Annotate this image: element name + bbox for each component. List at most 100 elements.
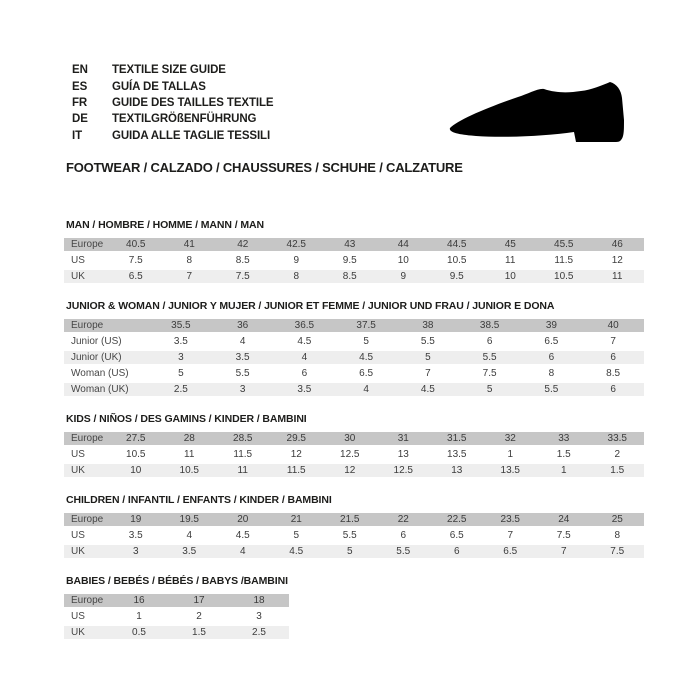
- size-value: 7: [537, 543, 591, 561]
- size-value: 13: [376, 446, 430, 464]
- size-value: 42: [216, 238, 270, 254]
- size-value: 20: [216, 513, 270, 529]
- size-value: 12: [323, 462, 377, 480]
- size-value: 6.5: [520, 333, 583, 351]
- size-value: 10.5: [109, 446, 163, 464]
- size-value: 28: [162, 432, 216, 448]
- size-value: 5.5: [323, 527, 377, 545]
- region-label: Woman (UK): [64, 381, 150, 399]
- size-value: 7: [483, 527, 537, 545]
- size-value: 5.5: [211, 365, 274, 383]
- size-value: 5: [150, 365, 212, 383]
- size-value: 33.5: [590, 432, 644, 448]
- size-row: Woman (US) 5 5.5 6 6.5 7 7.5 8 8.5: [64, 365, 644, 383]
- size-value: 5: [323, 543, 377, 561]
- size-value: 36.5: [273, 319, 336, 335]
- size-value: 4.5: [335, 349, 397, 367]
- size-table-title: JUNIOR & WOMAN / JUNIOR Y MUJER / JUNIOR…: [66, 300, 555, 312]
- size-value: 4.5: [269, 543, 323, 561]
- size-table: Europe 16 17 18 US 1 2 3 UK 0.5 1.5 2.5: [64, 594, 289, 642]
- size-value: 21.5: [323, 513, 377, 529]
- size-value: 13.5: [430, 446, 484, 464]
- size-value: 2.5: [229, 624, 289, 642]
- region-label: UK: [64, 462, 109, 480]
- region-label: Junior (UK): [64, 349, 150, 367]
- language-row: DE TEXTILGRÖßENFÜHRUNG: [72, 111, 274, 127]
- size-tables: MAN / HOMBRE / HOMME / MANN / MAN Europe 4…: [64, 219, 644, 656]
- size-value: 32: [483, 432, 537, 448]
- size-value: 36: [211, 319, 274, 335]
- size-value: 3: [211, 381, 274, 399]
- language-row: FR GUIDE DES TAILLES TEXTILE: [72, 95, 274, 111]
- size-value: 11.5: [537, 252, 591, 270]
- region-label: US: [64, 527, 109, 545]
- size-value: 3.5: [109, 527, 163, 545]
- language-label: GUÍA DE TALLAS: [112, 80, 206, 93]
- size-value: 0.5: [109, 624, 169, 642]
- size-row: Europe 40.5 41 42 42.5 43 44 44.5 45 45.5 46: [64, 238, 644, 254]
- size-value: 5: [458, 381, 521, 399]
- size-row: Europe 19 19.5 20 21 21.5 22 22.5 23.5 24 25: [64, 513, 644, 529]
- size-value: 12.5: [323, 446, 377, 464]
- size-row: Europe 35.5 36 36.5 37.5 38 38.5 39 40: [64, 319, 644, 335]
- size-value: 6.5: [430, 527, 484, 545]
- region-label: Europe: [64, 432, 109, 448]
- size-value: 46: [590, 238, 644, 254]
- size-row: UK 3 3.5 4 4.5 5 5.5 6 6.5 7 7.5: [64, 543, 644, 561]
- size-row: UK 6.5 7 7.5 8 8.5 9 9.5 10 10.5 11: [64, 268, 644, 286]
- size-value: 7.5: [109, 252, 163, 270]
- size-value: 22.5: [430, 513, 484, 529]
- size-value: 39: [520, 319, 583, 335]
- size-value: 8: [520, 365, 583, 383]
- size-value: 12: [590, 252, 644, 270]
- size-value: 21: [269, 513, 323, 529]
- size-value: 7.5: [537, 527, 591, 545]
- size-value: 27.5: [109, 432, 163, 448]
- size-value: 3.5: [273, 381, 336, 399]
- size-row: US 1 2 3: [64, 608, 289, 626]
- size-value: 6: [458, 333, 521, 351]
- size-value: 3.5: [211, 349, 274, 367]
- size-value: 30: [323, 432, 377, 448]
- size-value: 44.5: [430, 238, 484, 254]
- language-code: EN: [72, 64, 88, 77]
- size-table-title: KIDS / NIÑOS / DES GAMINS / KINDER / BAM…: [66, 413, 307, 425]
- size-value: 5.5: [520, 381, 583, 399]
- size-value: 18: [229, 594, 289, 610]
- size-value: 8: [269, 268, 323, 286]
- size-value: 28.5: [216, 432, 270, 448]
- size-table: Europe 40.5 41 42 42.5 43 44 44.5 45 45.5 46 US 7.5 8…: [64, 238, 644, 286]
- size-row: Woman (UK) 2.5 3 3.5 4 4.5 5 5.5 6: [64, 381, 644, 399]
- size-value: 7.5: [458, 365, 521, 383]
- size-table-section: MAN / HOMBRE / HOMME / MANN / MAN Europe 4…: [64, 219, 644, 286]
- region-label: Europe: [64, 319, 150, 335]
- size-value: 7: [162, 268, 216, 286]
- size-table: Europe 19 19.5 20 21 21.5 22 22.5 23.5 24 25 US 3.5 4…: [64, 513, 644, 561]
- size-table-title: CHILDREN / INFANTIL / ENFANTS / KINDER /…: [66, 494, 332, 506]
- size-value: 6.5: [335, 365, 397, 383]
- size-value: 2.5: [150, 381, 212, 399]
- size-value: 11: [162, 446, 216, 464]
- size-value: 11: [590, 268, 644, 286]
- size-value: 19: [109, 513, 163, 529]
- size-value: 1: [537, 462, 591, 480]
- shoe-silhouette-path: [449, 82, 624, 142]
- size-value: 13.5: [483, 462, 537, 480]
- size-value: 40: [582, 319, 644, 335]
- language-code: DE: [72, 113, 88, 126]
- size-value: 6: [376, 527, 430, 545]
- size-value: 7.5: [216, 268, 270, 286]
- region-label: Europe: [64, 594, 109, 610]
- size-value: 4: [335, 381, 397, 399]
- size-value: 1.5: [169, 624, 229, 642]
- size-value: 6: [582, 349, 644, 367]
- size-table: Europe 27.5 28 28.5 29.5 30 31 31.5 32 33 33.5 US 10…: [64, 432, 644, 480]
- shoe-icon: [446, 80, 626, 146]
- language-row: ES GUÍA DE TALLAS: [72, 78, 274, 94]
- size-value: 7.5: [590, 543, 644, 561]
- language-label: TEXTILGRÖßENFÜHRUNG: [112, 113, 257, 126]
- size-row: UK 10 10.5 11 11.5 12 12.5 13 13.5 1 1.5: [64, 462, 644, 480]
- category-title: FOOTWEAR / CALZADO / CHAUSSURES / SCHUHE…: [66, 160, 463, 175]
- size-row: Junior (US) 3.5 4 4.5 5 5.5 6 6.5 7: [64, 333, 644, 351]
